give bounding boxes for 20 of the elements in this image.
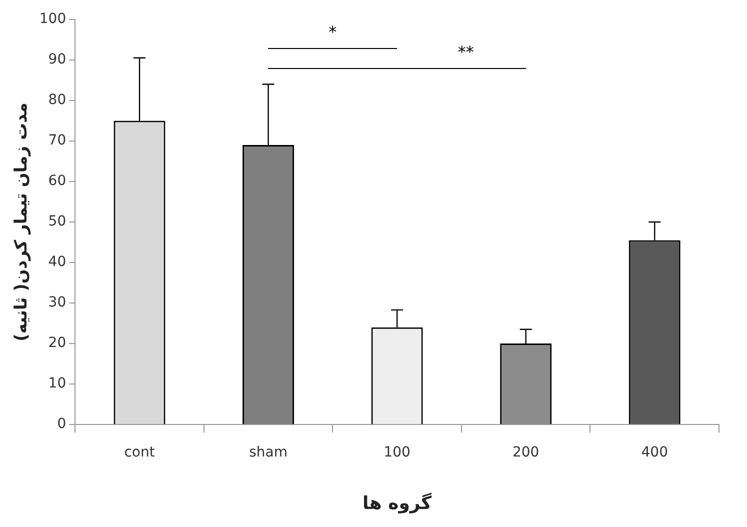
- y-tick-label: 40: [48, 254, 66, 270]
- y-tick-label: 100: [39, 11, 66, 28]
- x-tick-label: cont: [124, 444, 156, 461]
- y-tick-label: 60: [48, 173, 66, 190]
- annotation: *: [328, 22, 337, 42]
- x-tick-label: 200: [512, 444, 540, 461]
- y-tick-label: 80: [48, 92, 66, 108]
- x-tick-label: 100: [384, 444, 410, 461]
- y-tick-label: 20: [48, 335, 66, 352]
- y-tick-label: 70: [48, 132, 66, 149]
- y-tick-label: 0: [57, 416, 66, 432]
- y-tick-label: 10: [48, 376, 66, 392]
- y-tick-label: 50: [48, 214, 66, 230]
- annotation: **: [458, 42, 474, 62]
- x-tick-label: sham: [249, 444, 288, 461]
- y-tick-label: 90: [48, 52, 66, 68]
- x-axis-title: گروه ها: [362, 492, 432, 514]
- y-tick-label: 30: [48, 294, 66, 311]
- x-tick-label: 400: [641, 444, 668, 461]
- y-axis-title: مدت زمان تیمار کردن( ثانیه): [12, 102, 32, 342]
